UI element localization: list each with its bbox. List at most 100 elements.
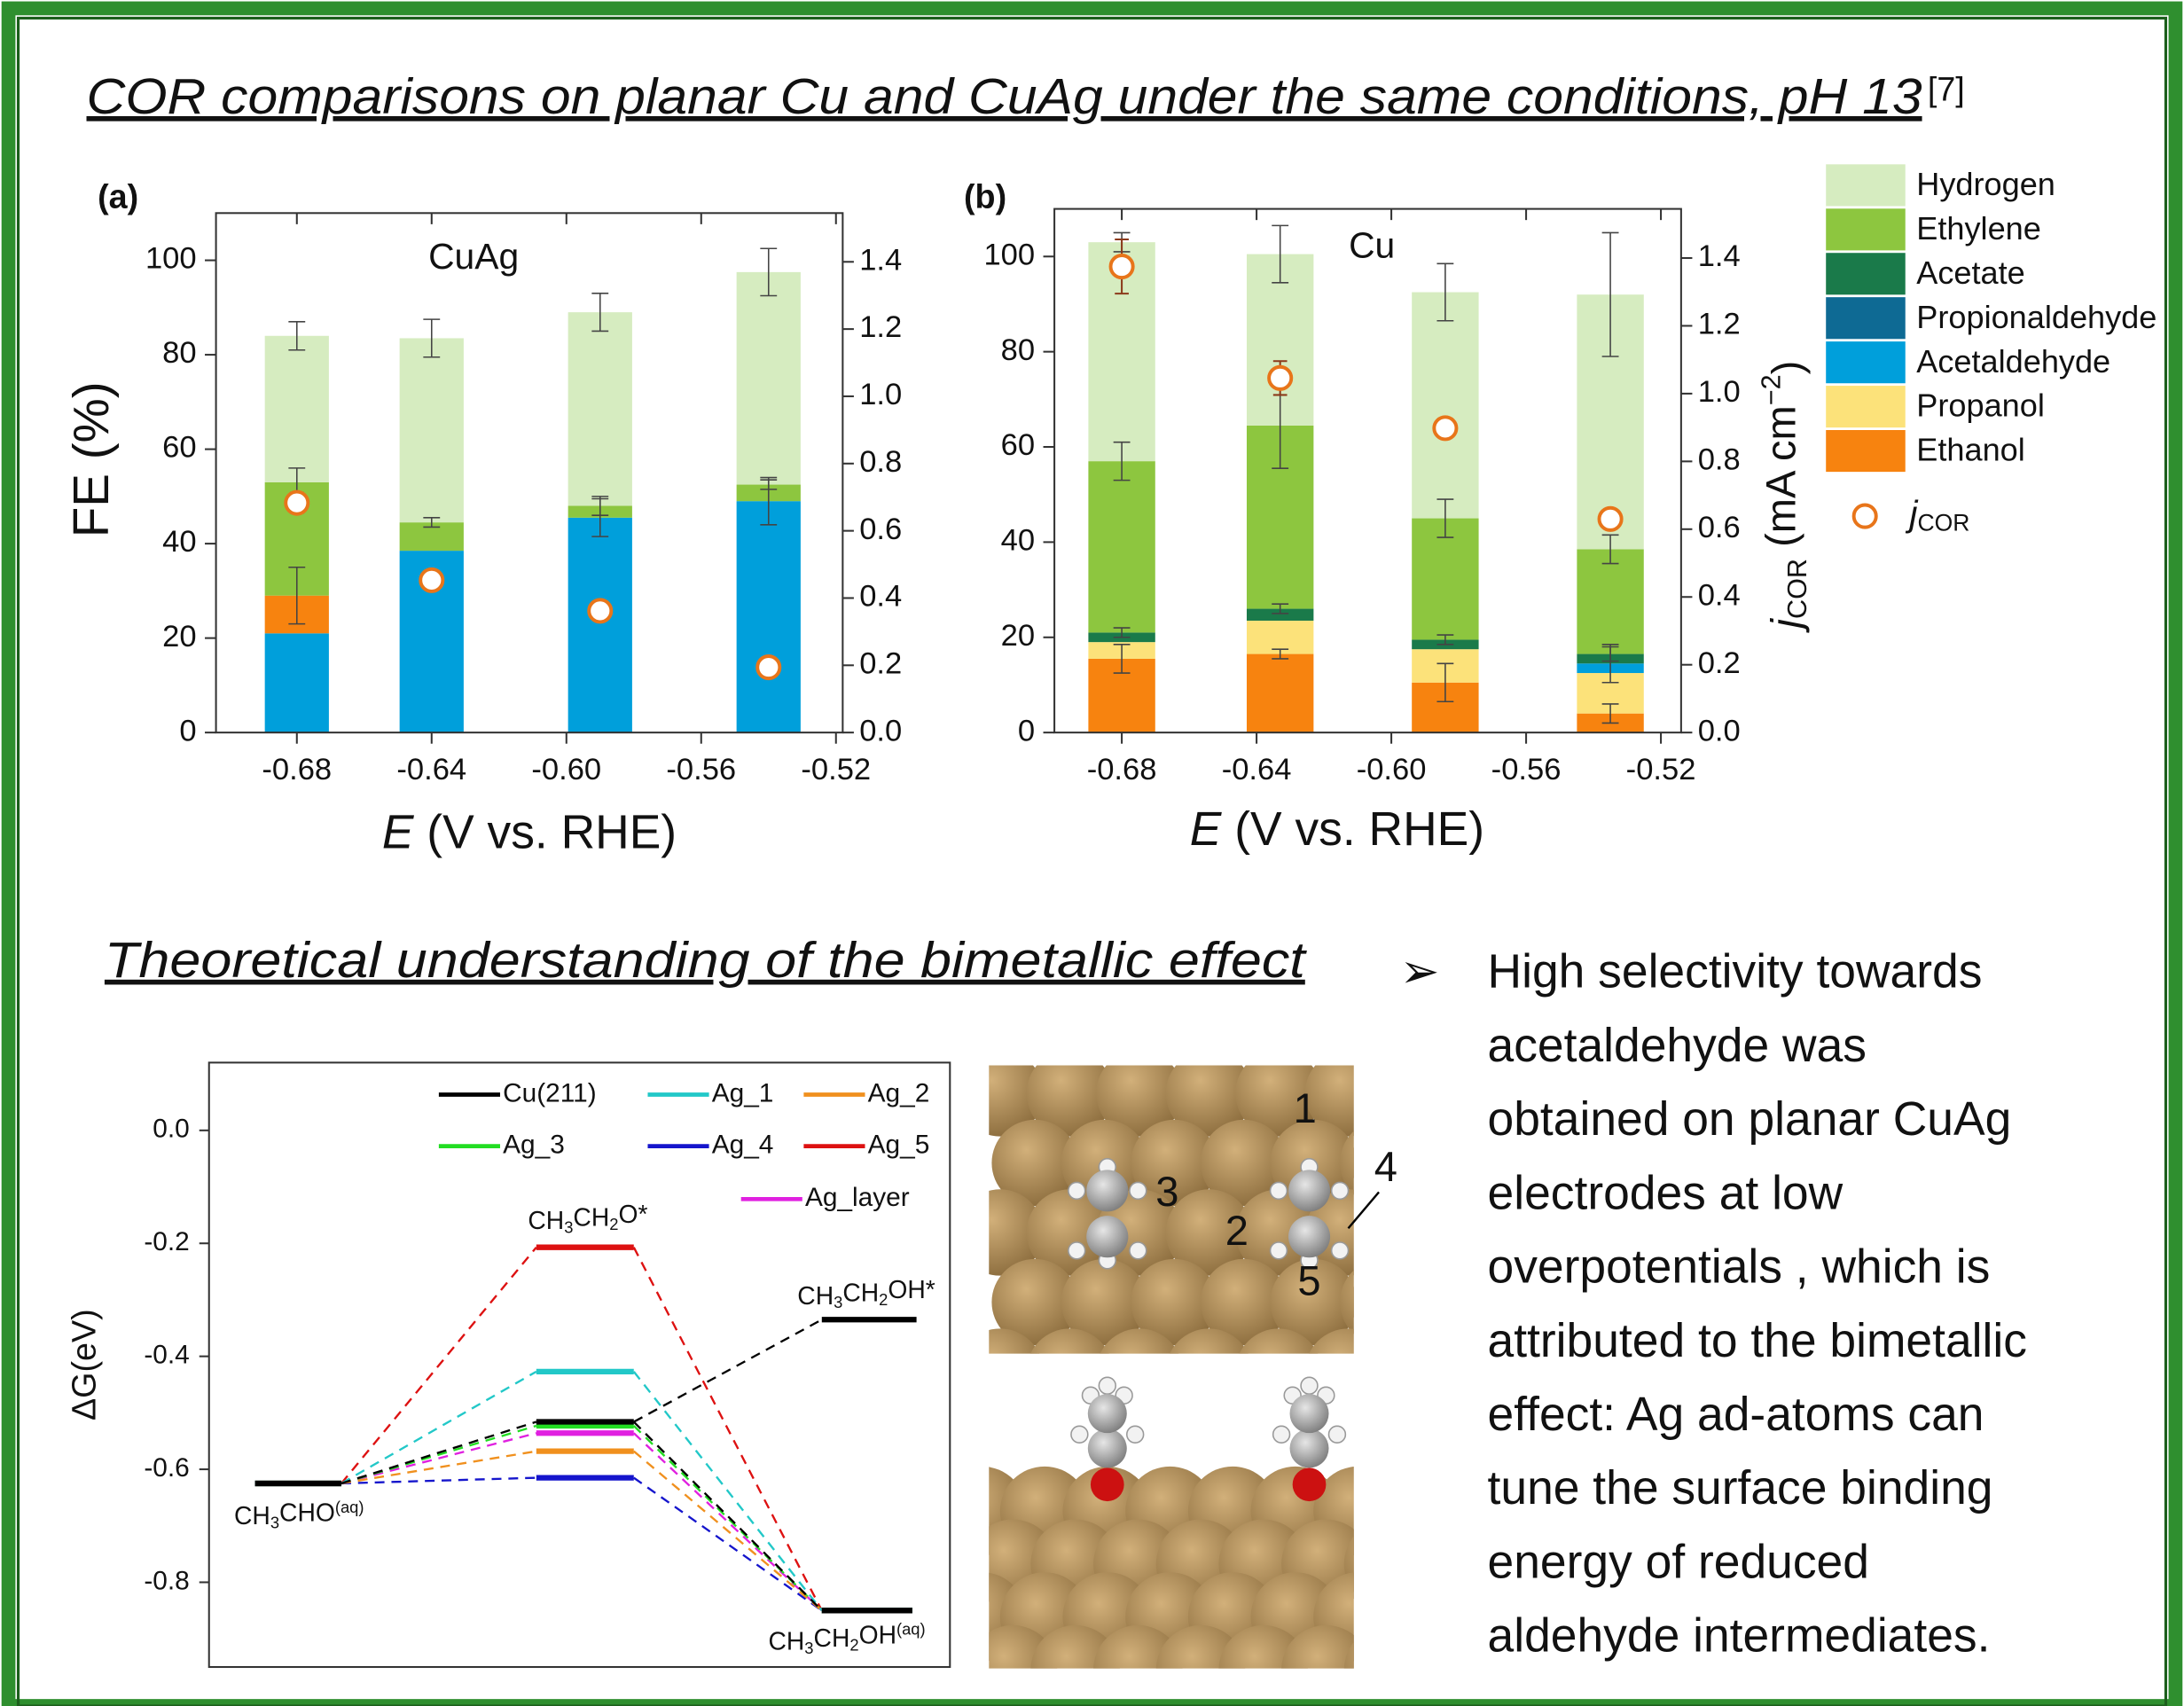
x-tick-label: -0.60 [1357, 753, 1427, 786]
y2-tick-label: 1.4 [859, 243, 902, 277]
text-segment: COR [1782, 559, 1812, 619]
bar-segment [1412, 293, 1478, 519]
text-segment: (aq) [896, 1620, 926, 1639]
jcor-point [1600, 508, 1622, 530]
x-tick-label: -0.52 [801, 753, 871, 786]
y2-tick-label: 0.8 [859, 445, 902, 479]
y-tick-label: 100 [145, 242, 197, 276]
y2-tick-label: 0.4 [1698, 578, 1741, 612]
c-atom [1288, 1170, 1330, 1211]
site-label: 4 [1374, 1143, 1397, 1190]
c-atom [1086, 1170, 1128, 1211]
bullet-line: attributed to the bimetallic [1488, 1315, 2027, 1367]
y2-tick-label: 0.2 [1698, 646, 1741, 680]
x-axis-label: E (V vs. RHE) [1190, 803, 1484, 856]
text-segment: CH [528, 1206, 564, 1234]
panel-label: (b) [964, 178, 1006, 215]
x-tick-label: -0.68 [262, 753, 332, 786]
h-atom [1301, 1377, 1318, 1394]
jcor-point [757, 656, 779, 678]
text-segment: CH [768, 1627, 804, 1655]
text-segment: CH [234, 1501, 270, 1530]
x-tick-label: -0.64 [396, 753, 466, 786]
y-tick-label: -0.2 [144, 1227, 189, 1256]
h-atom [1069, 1182, 1085, 1199]
text-segment: CH [814, 1624, 850, 1652]
x-tick-label: -0.56 [666, 753, 736, 786]
h-atom [1332, 1182, 1349, 1199]
h-atom [1130, 1242, 1147, 1259]
c-atom [1088, 1394, 1127, 1433]
site-label: 5 [1297, 1257, 1320, 1304]
y-tick-label: 0.0 [153, 1115, 189, 1144]
legend-label: Cu(211) [503, 1078, 597, 1107]
h-atom [1273, 1426, 1290, 1443]
y-tick-label: 80 [1001, 333, 1035, 367]
y-tick-label: -0.4 [144, 1341, 189, 1370]
text-segment: 3 [834, 1293, 842, 1311]
o-atom [1293, 1467, 1327, 1501]
legend-label: Ethylene [1916, 210, 2041, 247]
text-segment: ΔG(eV) [65, 1309, 102, 1420]
o-atom [1091, 1467, 1124, 1501]
y2-tick-label: 0.0 [859, 714, 902, 747]
text-segment: FE (%) [63, 381, 119, 537]
x-tick-label: -0.68 [1087, 753, 1157, 786]
site-label: 2 [1225, 1207, 1249, 1254]
y2-tick-label: 1.4 [1698, 239, 1741, 273]
h-atom [1099, 1377, 1115, 1394]
text-segment: CH [573, 1203, 609, 1232]
bar-segment [737, 501, 801, 732]
bullet-line: electrodes at low [1488, 1167, 1843, 1219]
text-segment: O* [618, 1201, 647, 1229]
y2-tick-label: 1.2 [1698, 308, 1741, 341]
text-segment: COR [1918, 509, 1970, 536]
legend-label: Ag_2 [868, 1078, 930, 1107]
text-segment: 3 [270, 1513, 279, 1531]
y2-tick-label: 1.2 [859, 310, 902, 344]
y-tick-label: 20 [1001, 619, 1035, 653]
bar-segment [1088, 461, 1155, 632]
text-segment: 2 [609, 1215, 618, 1233]
text-segment: 3 [564, 1217, 573, 1236]
legend-label: Ag_3 [503, 1130, 565, 1159]
text-segment: (V vs. RHE) [1221, 803, 1484, 856]
y-tick-label: 80 [162, 336, 196, 370]
bullet-arrow: ➢ [1400, 946, 1440, 998]
legend-label: Acetaldehyde [1916, 343, 2110, 380]
y2-tick-label: 1.0 [1698, 375, 1741, 409]
legend-marker [1854, 505, 1876, 528]
text-segment: −2 [1757, 374, 1787, 405]
legend-label: Ag_1 [712, 1078, 774, 1107]
y2-tick-label: 0.6 [1698, 511, 1741, 544]
y2-tick-label: 0.2 [859, 646, 902, 680]
bar-segment [568, 312, 632, 505]
legend-label: Propanol [1916, 387, 2045, 424]
x-tick-label: -0.52 [1626, 753, 1696, 786]
legend-swatch [1826, 430, 1906, 472]
legend-swatch [1826, 253, 1906, 294]
h-atom [1329, 1426, 1346, 1443]
text-segment: CH [797, 1281, 834, 1310]
c-atom [1288, 1216, 1330, 1257]
text-segment: E [1190, 803, 1223, 856]
y2-tick-label: 1.0 [859, 378, 902, 411]
panel-label: (a) [98, 178, 138, 215]
legend-swatch [1826, 164, 1906, 206]
text-segment: OH [859, 1621, 896, 1649]
legend-label: Propionaldehyde [1916, 299, 2157, 335]
jcor-point [1434, 417, 1456, 439]
bar-segment [737, 272, 801, 485]
y-tick-label: 0 [1018, 714, 1035, 747]
bullet-line: aldehyde intermediates. [1488, 1610, 1991, 1663]
x-tick-label: -0.56 [1491, 753, 1562, 786]
page: COR comparisons on planar Cu and CuAg un… [0, 0, 2184, 1706]
text-segment: E [382, 806, 415, 858]
bar-segment [265, 336, 329, 482]
legend-label: Ag_layer [805, 1183, 910, 1212]
y-tick-label: 40 [1001, 524, 1035, 558]
text-segment: 2 [849, 1635, 858, 1654]
y-tick-label: 100 [983, 238, 1035, 271]
legend-label: Ethanol [1916, 432, 2024, 468]
text-segment: CHO [279, 1499, 335, 1527]
